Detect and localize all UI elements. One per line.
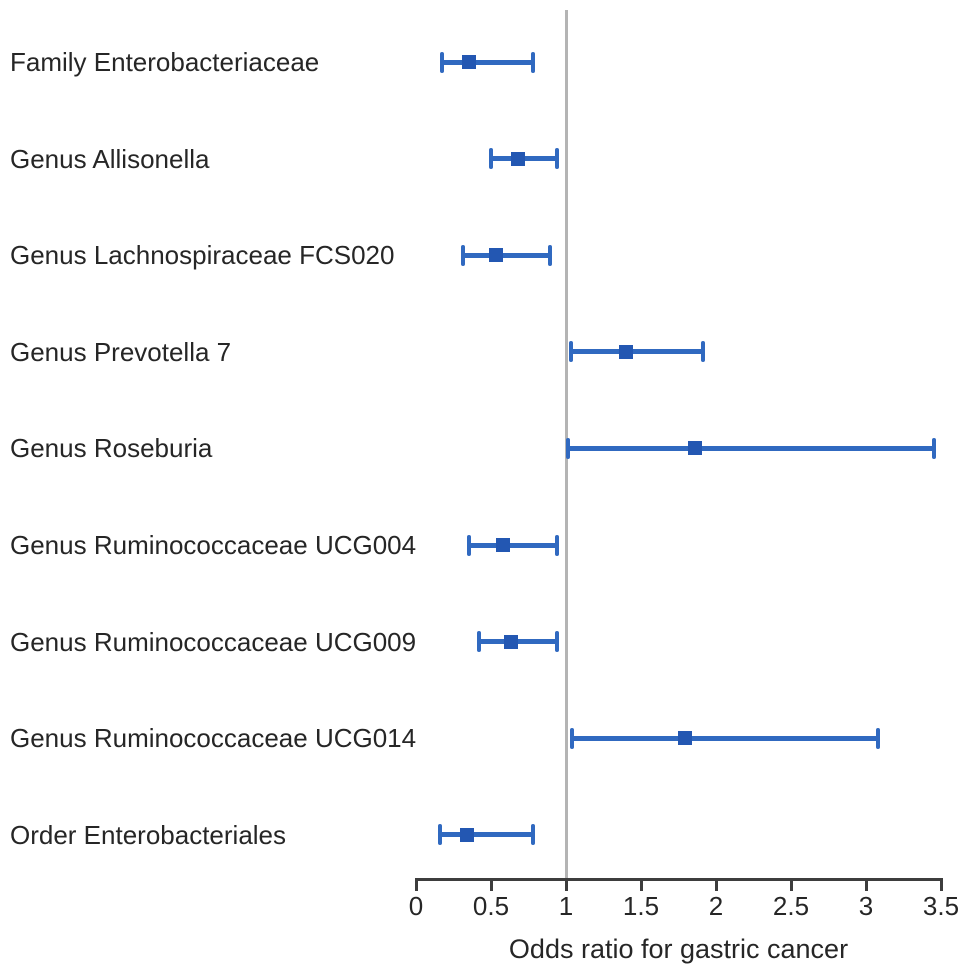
ci-cap-right	[555, 148, 559, 170]
x-axis-tick	[564, 881, 568, 891]
ci-cap-right	[531, 51, 535, 73]
odds-ratio-marker	[677, 731, 692, 746]
ci-line	[572, 735, 878, 741]
x-axis-tick	[414, 881, 418, 891]
ci-cap-left	[477, 631, 481, 653]
x-axis-tick	[714, 881, 718, 891]
odds-ratio-marker	[688, 441, 702, 456]
x-axis-tick-label: 0.5	[472, 891, 510, 921]
ci-line	[468, 542, 557, 548]
row-label: Genus Ruminococcaceae UCG014	[10, 723, 417, 754]
row-label: Genus Ruminococcaceae UCG009	[10, 626, 417, 657]
ci-cap-left	[466, 534, 471, 556]
ci-cap-left	[565, 437, 570, 459]
row-label: Genus Roseburia	[10, 433, 213, 464]
ci-cap-left	[570, 727, 574, 749]
odds-ratio-marker	[496, 538, 510, 552]
ci-cap-right	[876, 727, 880, 749]
x-axis-tick	[864, 881, 868, 891]
x-axis-tick-label: 3.5	[922, 891, 960, 921]
ci-cap-right	[931, 437, 936, 459]
odds-ratio-marker	[503, 634, 518, 649]
odds-ratio-marker	[488, 248, 503, 263]
ci-cap-left	[568, 341, 573, 363]
x-axis-line	[414, 878, 943, 881]
x-axis-tick	[939, 881, 943, 891]
row-label: Family Enterobacteriaceae	[10, 47, 320, 77]
x-axis-tick-label: 2	[708, 891, 724, 921]
x-axis-tick-label: 3	[858, 891, 874, 921]
ci-cap-right	[700, 341, 705, 363]
ci-line	[441, 59, 533, 65]
ci-cap-left	[438, 824, 442, 846]
ci-cap-left	[439, 51, 444, 73]
odds-ratio-marker	[511, 151, 525, 166]
row-label: Genus Ruminococcaceae UCG004	[10, 530, 417, 560]
ci-cap-right	[531, 824, 535, 846]
odds-ratio-marker	[461, 55, 476, 69]
ci-cap-right	[555, 534, 559, 556]
ci-cap-right	[555, 631, 559, 653]
ci-line	[440, 832, 533, 838]
x-axis-tick-label: 2.5	[772, 891, 810, 921]
ci-cap-left	[489, 148, 493, 170]
odds-ratio-marker	[460, 827, 474, 842]
ci-line	[462, 252, 550, 258]
x-axis-tick	[489, 881, 493, 891]
row-label: Genus Prevotella 7	[10, 336, 232, 367]
x-axis-tick-label: 1.5	[622, 891, 660, 921]
x-axis-tick	[789, 881, 793, 891]
odds-ratio-marker	[619, 344, 633, 359]
x-axis-title: Odds ratio for gastric cancer	[508, 934, 849, 964]
x-axis-tick-label: 1	[558, 891, 574, 921]
ci-cap-right	[547, 244, 552, 266]
row-label: Order Enterobacteriales	[10, 819, 287, 850]
ci-line	[570, 349, 703, 355]
row-label: Genus Allisonella	[10, 143, 210, 174]
row-label: Genus Lachnospiraceae FCS020	[10, 240, 395, 271]
ci-cap-left	[460, 244, 465, 266]
ci-line	[567, 445, 934, 451]
x-axis-tick	[639, 881, 643, 891]
x-axis-tick-label: 0	[408, 891, 424, 921]
ci-line	[479, 639, 557, 645]
